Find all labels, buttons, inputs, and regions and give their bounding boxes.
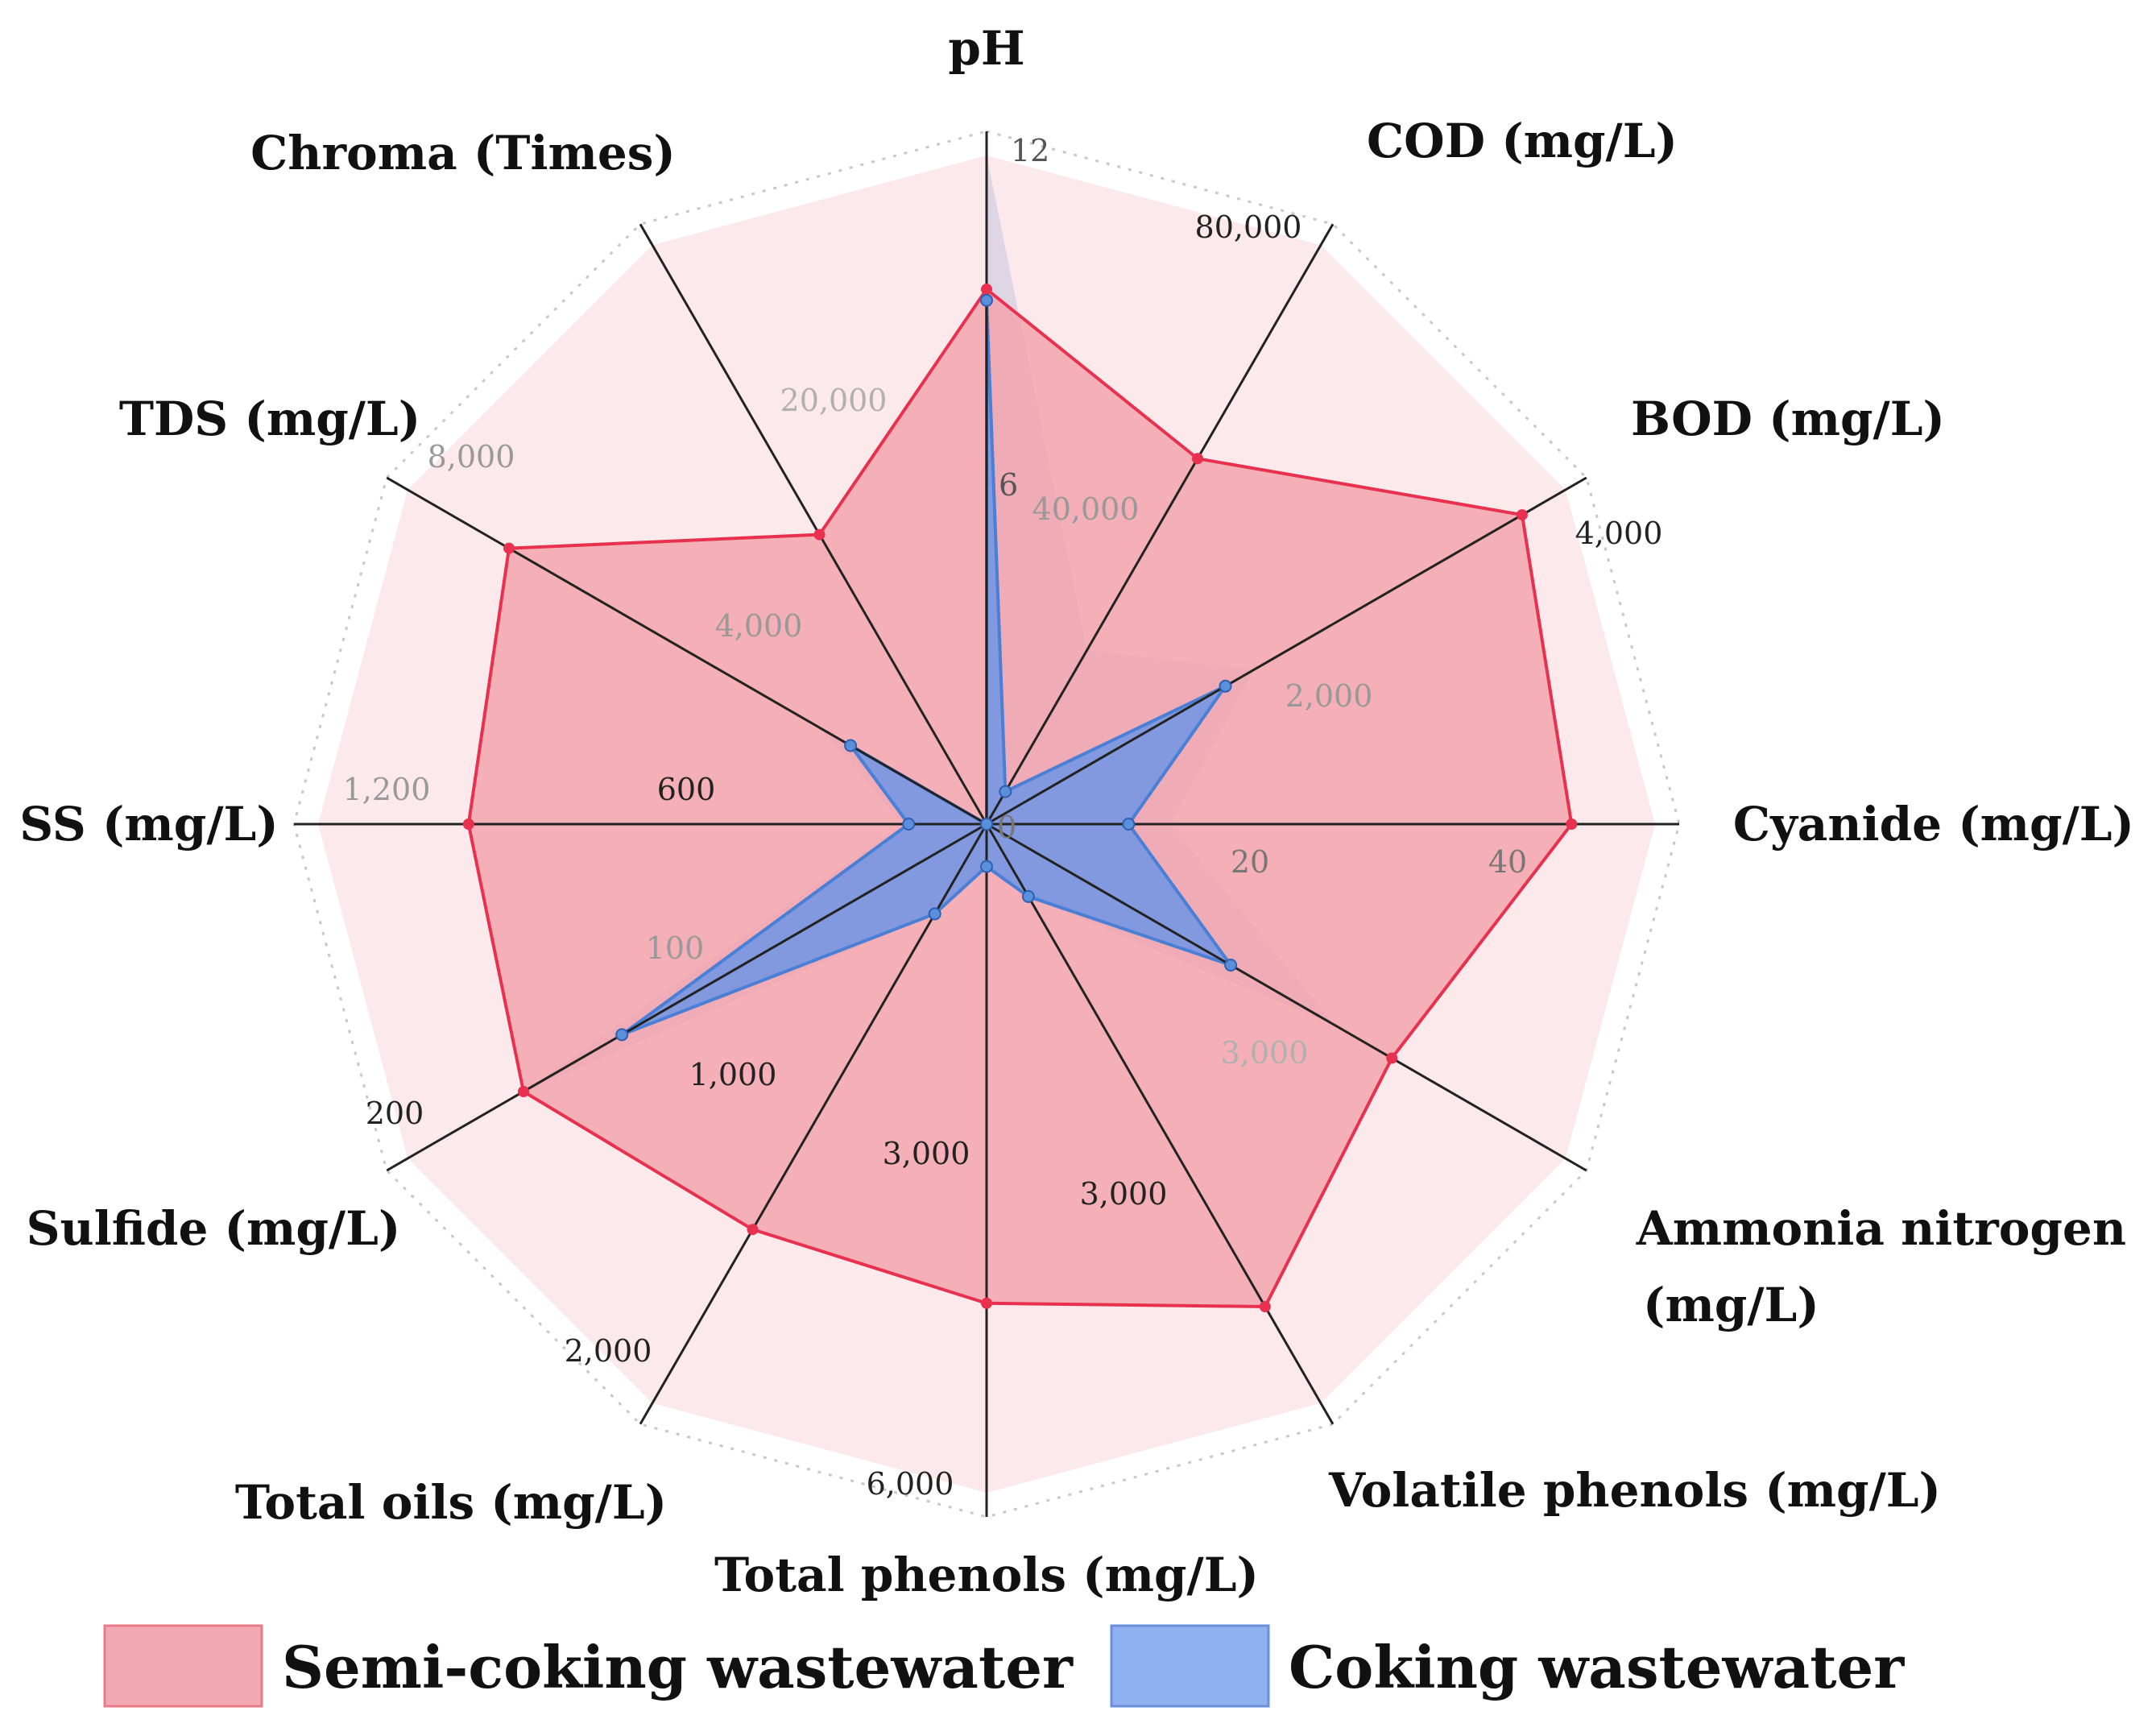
axis-line-7 — [639, 823, 988, 1425]
tick-label-9-1: 600 — [657, 772, 716, 807]
data-point-semi-coking-2 — [1516, 509, 1528, 521]
legend-label-coking: Coking wastewater — [1289, 1633, 1905, 1701]
axis-label-2: BOD (mg/L) — [1631, 392, 1945, 446]
data-point-coking-3 — [1122, 818, 1136, 831]
tick-label-9-0: 1,200 — [343, 772, 431, 807]
axis-label-6: Total phenols (mg/L) — [714, 1548, 1259, 1602]
data-point-semi-coking-7 — [747, 1224, 759, 1236]
data-point-coking-8 — [615, 1028, 629, 1042]
tick-label-0-2: 0 — [997, 810, 1016, 845]
data-point-coking-0 — [980, 293, 993, 307]
tick-label-7-0: 2,000 — [565, 1333, 652, 1369]
tick-label-3-0: 40 — [1488, 844, 1527, 880]
tick-label-6-0: 6,000 — [867, 1466, 954, 1502]
axis-label-3: Cyanide (mg/L) — [1733, 797, 2134, 851]
tick-label-10-0: 8,000 — [428, 439, 515, 474]
tick-label-7-1: 1,000 — [689, 1057, 777, 1092]
legend-swatch-semi-coking — [103, 1624, 263, 1708]
data-point-coking-10 — [844, 739, 858, 752]
axis-label-5: Volatile phenols (mg/L) — [1328, 1463, 1941, 1518]
data-point-coking-1 — [999, 785, 1012, 798]
data-point-coking-6 — [980, 860, 993, 873]
tick-label-3-1: 20 — [1231, 844, 1269, 880]
tick-label-11-0: 20,000 — [780, 383, 888, 418]
axis-label-0: pH — [948, 21, 1024, 76]
tick-label-2-0: 4,000 — [1575, 516, 1663, 551]
axis-label-11: Chroma (Times) — [250, 126, 676, 180]
tick-label-8-1: 100 — [646, 930, 705, 966]
axis-line-4 — [986, 822, 1587, 1172]
data-point-coking-7 — [928, 907, 941, 921]
axis-line-10 — [386, 476, 987, 826]
axis-label-8: Sulfide (mg/L) — [27, 1201, 401, 1256]
axis-line-8 — [386, 822, 987, 1172]
tick-label-4-0: 3,000 — [1221, 1035, 1309, 1071]
data-point-coking-2 — [1219, 679, 1232, 693]
data-point-coking-9 — [902, 818, 916, 831]
legend-label-semi-coking: Semi-coking wastewater — [282, 1633, 1074, 1701]
tick-label-5-0: 3,000 — [1080, 1176, 1168, 1212]
axis-line-11 — [639, 223, 988, 825]
tick-label-0-0: 12 — [1011, 133, 1049, 168]
tick-label-6-1: 3,000 — [883, 1136, 970, 1171]
data-point-coking-5 — [1021, 889, 1035, 903]
data-point-coking-11 — [980, 818, 993, 831]
data-point-semi-coking-8 — [518, 1086, 529, 1097]
axis-label-9: SS (mg/L) — [19, 797, 278, 851]
data-point-semi-coking-11 — [813, 528, 826, 541]
axis-label-4-line2: (mg/L) — [1643, 1278, 1819, 1332]
data-point-semi-coking-5 — [1259, 1301, 1271, 1312]
data-point-semi-coking-6 — [981, 1297, 992, 1309]
axis-line-1 — [985, 223, 1335, 825]
tick-label-10-1: 4,000 — [715, 608, 803, 644]
data-point-semi-coking-4 — [1386, 1052, 1398, 1064]
data-point-semi-coking-10 — [503, 542, 515, 554]
tick-label-8-0: 200 — [366, 1096, 424, 1131]
tick-label-1-1: 40,000 — [1032, 491, 1140, 527]
tick-label-0-1: 6 — [999, 467, 1018, 503]
data-point-semi-coking-9 — [462, 818, 474, 830]
axis-line-2 — [986, 476, 1587, 826]
axis-label-7: Total oils (mg/L) — [235, 1475, 667, 1530]
data-point-semi-coking-0 — [981, 284, 992, 295]
data-point-coking-4 — [1224, 959, 1238, 972]
axis-label-4: Ammonia nitrogen — [1636, 1201, 2126, 1256]
axis-label-1: COD (mg/L) — [1367, 114, 1678, 168]
data-point-semi-coking-1 — [1192, 453, 1203, 465]
data-point-semi-coking-3 — [1566, 818, 1578, 830]
legend-swatch-coking — [1110, 1624, 1270, 1708]
tick-label-1-0: 80,000 — [1195, 209, 1302, 245]
tick-label-2-1: 2,000 — [1285, 678, 1373, 714]
axis-line-5 — [985, 823, 1335, 1425]
axis-label-10: TDS (mg/L) — [119, 392, 420, 446]
